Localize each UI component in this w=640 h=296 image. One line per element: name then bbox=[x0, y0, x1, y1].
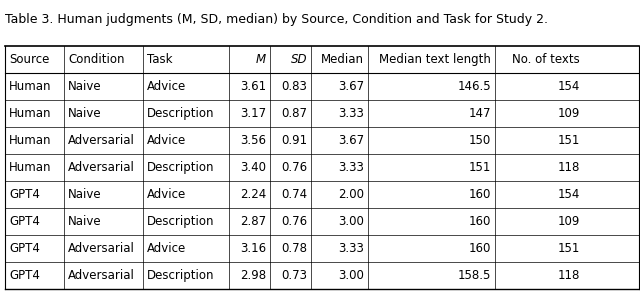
Text: 154: 154 bbox=[557, 80, 580, 93]
Text: Advice: Advice bbox=[147, 134, 186, 147]
Text: Median text length: Median text length bbox=[379, 53, 491, 66]
Text: 0.76: 0.76 bbox=[281, 215, 307, 228]
Text: 0.83: 0.83 bbox=[282, 80, 307, 93]
Text: Advice: Advice bbox=[147, 188, 186, 201]
Text: 158.5: 158.5 bbox=[458, 268, 491, 281]
Text: 3.33: 3.33 bbox=[339, 161, 364, 174]
Text: 3.56: 3.56 bbox=[240, 134, 266, 147]
Text: Advice: Advice bbox=[147, 242, 186, 255]
Text: 0.76: 0.76 bbox=[281, 161, 307, 174]
Text: 150: 150 bbox=[469, 134, 491, 147]
Text: 146.5: 146.5 bbox=[458, 80, 491, 93]
Text: Advice: Advice bbox=[147, 80, 186, 93]
Text: 151: 151 bbox=[557, 134, 580, 147]
Text: 147: 147 bbox=[468, 107, 491, 120]
Text: 3.67: 3.67 bbox=[338, 134, 364, 147]
Text: Human: Human bbox=[9, 80, 51, 93]
Text: 0.73: 0.73 bbox=[282, 268, 307, 281]
Text: 3.33: 3.33 bbox=[339, 242, 364, 255]
Text: 3.40: 3.40 bbox=[240, 161, 266, 174]
Text: Naive: Naive bbox=[68, 107, 102, 120]
Text: 151: 151 bbox=[557, 242, 580, 255]
Text: Table 3. Human judgments (M, SD, median) by Source, Condition and Task for Study: Table 3. Human judgments (M, SD, median)… bbox=[5, 13, 548, 26]
Text: M: M bbox=[256, 53, 266, 66]
Text: 3.00: 3.00 bbox=[339, 268, 364, 281]
Text: Description: Description bbox=[147, 268, 214, 281]
Text: 154: 154 bbox=[557, 188, 580, 201]
Text: Adversarial: Adversarial bbox=[68, 161, 135, 174]
Text: 0.74: 0.74 bbox=[281, 188, 307, 201]
Text: 2.87: 2.87 bbox=[240, 215, 266, 228]
Text: 3.00: 3.00 bbox=[339, 215, 364, 228]
Text: No. of texts: No. of texts bbox=[512, 53, 580, 66]
Text: 3.33: 3.33 bbox=[339, 107, 364, 120]
Text: 160: 160 bbox=[468, 242, 491, 255]
Text: Human: Human bbox=[9, 134, 51, 147]
Text: 2.24: 2.24 bbox=[240, 188, 266, 201]
Text: 118: 118 bbox=[557, 268, 580, 281]
Text: 3.67: 3.67 bbox=[338, 80, 364, 93]
Text: GPT4: GPT4 bbox=[9, 215, 40, 228]
Text: 2.98: 2.98 bbox=[240, 268, 266, 281]
Text: 3.17: 3.17 bbox=[240, 107, 266, 120]
Text: Source: Source bbox=[9, 53, 49, 66]
Text: Description: Description bbox=[147, 107, 214, 120]
Text: 109: 109 bbox=[557, 107, 580, 120]
Text: Adversarial: Adversarial bbox=[68, 134, 135, 147]
Text: GPT4: GPT4 bbox=[9, 268, 40, 281]
Text: 3.61: 3.61 bbox=[240, 80, 266, 93]
Text: GPT4: GPT4 bbox=[9, 188, 40, 201]
Text: Description: Description bbox=[147, 215, 214, 228]
Text: Human: Human bbox=[9, 107, 51, 120]
Text: Naive: Naive bbox=[68, 80, 102, 93]
Text: Median: Median bbox=[321, 53, 364, 66]
Text: Naive: Naive bbox=[68, 188, 102, 201]
Text: 160: 160 bbox=[468, 215, 491, 228]
Text: 151: 151 bbox=[468, 161, 491, 174]
Text: Adversarial: Adversarial bbox=[68, 268, 135, 281]
Text: 0.78: 0.78 bbox=[282, 242, 307, 255]
Text: GPT4: GPT4 bbox=[9, 242, 40, 255]
Text: Human: Human bbox=[9, 161, 51, 174]
Text: Adversarial: Adversarial bbox=[68, 242, 135, 255]
Text: 3.16: 3.16 bbox=[240, 242, 266, 255]
Text: 109: 109 bbox=[557, 215, 580, 228]
Text: 160: 160 bbox=[468, 188, 491, 201]
Text: 2.00: 2.00 bbox=[339, 188, 364, 201]
Text: 118: 118 bbox=[557, 161, 580, 174]
Text: 0.91: 0.91 bbox=[281, 134, 307, 147]
Text: Task: Task bbox=[147, 53, 173, 66]
Text: Description: Description bbox=[147, 161, 214, 174]
Text: Condition: Condition bbox=[68, 53, 124, 66]
Text: Naive: Naive bbox=[68, 215, 102, 228]
Text: 0.87: 0.87 bbox=[282, 107, 307, 120]
Text: SD: SD bbox=[291, 53, 307, 66]
